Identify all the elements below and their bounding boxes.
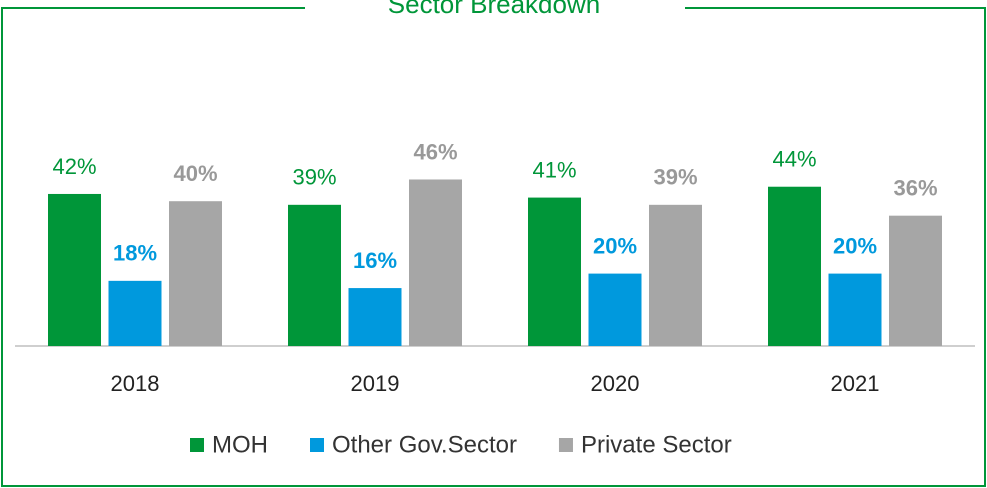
- frame: [1, 7, 986, 487]
- value-label: 44%: [772, 147, 816, 172]
- value-label: 20%: [833, 233, 877, 258]
- value-label: 41%: [532, 157, 576, 182]
- value-label: 16%: [353, 248, 397, 273]
- value-label: 18%: [113, 241, 157, 266]
- bar: [828, 273, 882, 346]
- value-label: 39%: [653, 165, 697, 190]
- legend-label: Private Sector: [581, 431, 732, 458]
- bar: [48, 193, 101, 346]
- value-label: 36%: [893, 175, 937, 200]
- bar: [169, 201, 222, 346]
- value-label: 40%: [173, 161, 217, 186]
- x-tick-label: 2021: [831, 371, 880, 396]
- legend-swatch: [558, 438, 573, 452]
- chart-title: Sector Breakdown: [388, 0, 600, 19]
- legend-label: MOH: [212, 431, 268, 458]
- bar: [409, 179, 462, 346]
- x-tick-label: 2020: [591, 371, 640, 396]
- bar: [348, 288, 402, 346]
- value-label: 42%: [52, 154, 96, 179]
- bar: [528, 197, 581, 346]
- bar: [768, 186, 821, 346]
- legend-swatch: [310, 438, 324, 452]
- bar: [108, 280, 162, 346]
- value-label: 39%: [292, 165, 336, 190]
- bar: [288, 204, 341, 346]
- legend-swatch: [190, 438, 204, 452]
- value-label: 20%: [593, 233, 637, 258]
- legend-label: Other Gov.Sector: [332, 431, 517, 458]
- value-label: 46%: [413, 139, 457, 164]
- bar: [889, 215, 942, 346]
- bar: [588, 273, 642, 346]
- bar: [649, 204, 702, 346]
- x-tick-label: 2018: [111, 371, 160, 396]
- x-tick-label: 2019: [351, 371, 400, 396]
